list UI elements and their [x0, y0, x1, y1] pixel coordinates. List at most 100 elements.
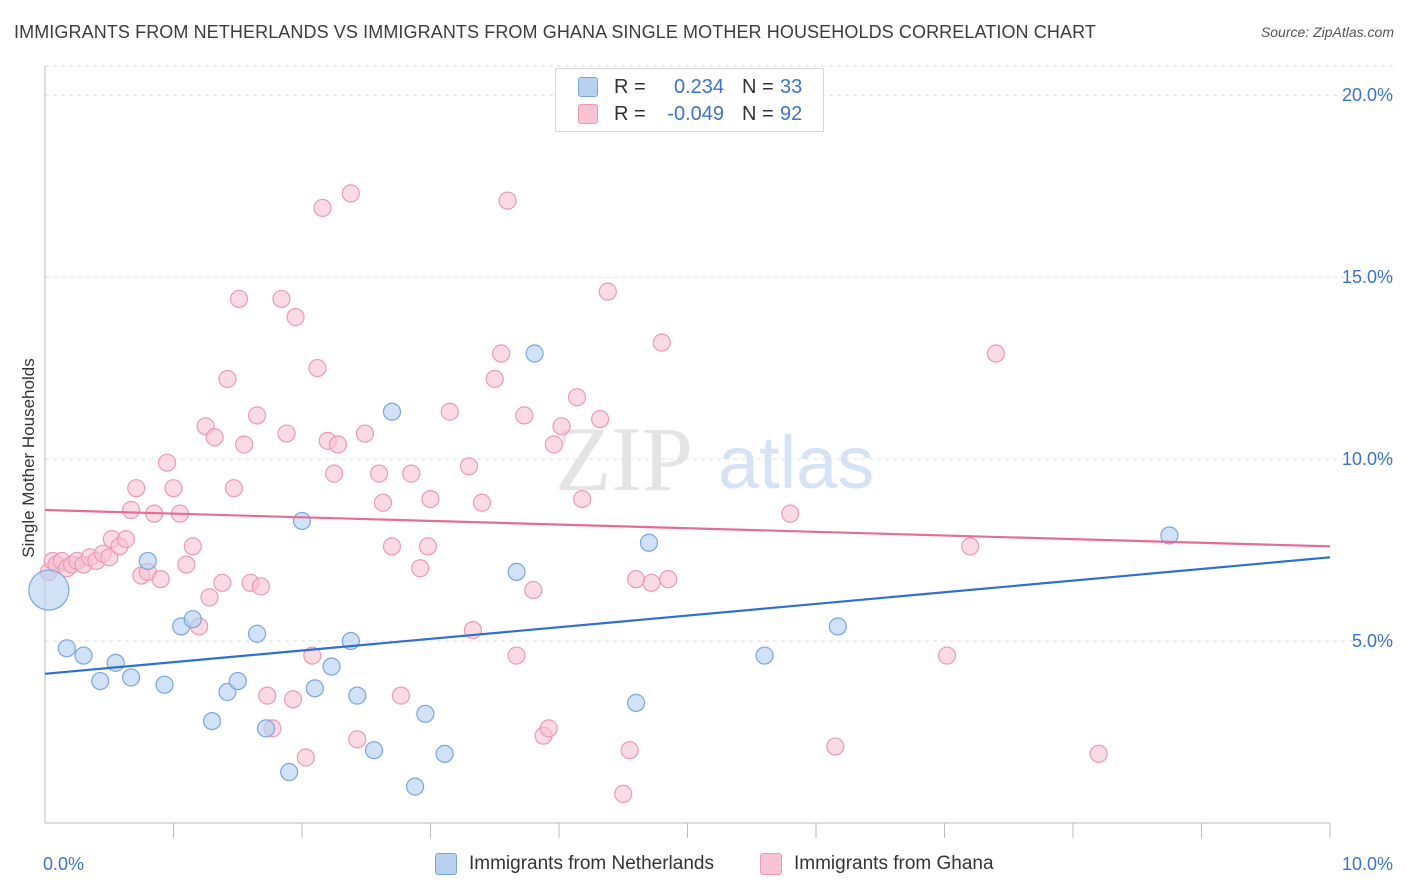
- ghana-point: [652, 333, 671, 352]
- ghana-point: [524, 580, 543, 600]
- netherlands-point: [507, 562, 526, 581]
- ghana-point: [224, 479, 243, 498]
- ghana-point: [567, 388, 587, 407]
- legend-swatch-netherlands: [578, 77, 598, 97]
- ghana-point: [258, 686, 277, 705]
- r-value-netherlands: 0.234: [673, 75, 724, 98]
- ghana-point: [591, 409, 610, 429]
- netherlands-point: [435, 744, 454, 763]
- watermark: ZIP atlas: [555, 408, 874, 510]
- bottom-swatch-ghana: [760, 853, 782, 875]
- netherlands-point: [1160, 526, 1179, 545]
- ghana-point: [544, 435, 563, 454]
- netherlands-point: [202, 711, 222, 731]
- netherlands-point: [91, 671, 110, 691]
- netherlands-point: [228, 671, 247, 691]
- source-credit: Source: ZipAtlas.com: [1260, 24, 1394, 40]
- y-tick-label: 20.0%: [1342, 85, 1393, 105]
- n-label: N =: [742, 75, 774, 98]
- ghana-point: [826, 737, 845, 756]
- ghana-point: [341, 184, 360, 203]
- ghana-point: [127, 479, 146, 498]
- ghana-point: [498, 191, 517, 210]
- ghana-point: [598, 282, 617, 301]
- ghana-point: [373, 493, 393, 512]
- ghana-point: [296, 748, 315, 767]
- axes: [44, 66, 1331, 838]
- netherlands-point: [405, 777, 425, 796]
- ghana-point: [781, 504, 800, 523]
- ghana-point: [200, 588, 219, 607]
- ghana-point: [472, 493, 491, 512]
- netherlands-point: [74, 646, 93, 665]
- bottom-legend-label-netherlands: Immigrants from Netherlands: [469, 853, 714, 874]
- ghana-point: [308, 358, 327, 378]
- legend-row-netherlands: R = 0.234 N = 33: [578, 75, 802, 99]
- ghana-point: [355, 424, 375, 443]
- y-tick-label: 10.0%: [1342, 449, 1393, 469]
- ghana-point: [313, 198, 332, 218]
- ghana-point: [614, 784, 633, 803]
- ghana-point: [325, 464, 344, 483]
- netherlands-point: [57, 639, 76, 658]
- y-tick-label: 5.0%: [1352, 631, 1393, 651]
- ghana-point: [213, 573, 232, 592]
- ghana-point: [229, 289, 249, 309]
- chart-title: IMMIGRANTS FROM NETHERLANDS VS IMMIGRANT…: [14, 22, 1096, 42]
- ghana-point: [440, 402, 459, 421]
- netherlands-trend-line: [44, 556, 1331, 675]
- ghana-point: [539, 719, 558, 738]
- ghana-point: [177, 555, 196, 574]
- ghana-point: [348, 730, 367, 749]
- ghana-point: [391, 686, 411, 705]
- netherlands-point: [348, 686, 367, 705]
- ghana-trend-line: [44, 508, 1331, 548]
- ghana-point: [1089, 744, 1108, 763]
- ghana-point: [421, 489, 440, 509]
- netherlands-point: [626, 693, 646, 712]
- ghana-point: [303, 646, 322, 665]
- legend-swatch-ghana: [578, 104, 598, 124]
- ghana-point: [642, 573, 661, 592]
- trend-lines: [44, 508, 1331, 675]
- ghana-point: [286, 308, 305, 327]
- netherlands-point: [525, 344, 544, 363]
- ghana-point: [986, 344, 1006, 363]
- y-tick-label: 15.0%: [1342, 267, 1393, 287]
- ghana-point: [418, 537, 438, 556]
- ghana-point: [121, 500, 141, 520]
- netherlands-point: [305, 679, 324, 698]
- x-tick-label-max: 10.0%: [1342, 854, 1393, 874]
- bottom-swatch-netherlands: [435, 853, 457, 875]
- netherlands-points: [28, 344, 1179, 796]
- ghana-point: [205, 428, 224, 447]
- r-label: R =: [614, 102, 646, 125]
- netherlands-point: [639, 533, 659, 552]
- netherlands-point: [828, 617, 847, 636]
- bottom-legend-label-ghana: Immigrants from Ghana: [794, 853, 994, 874]
- n-value-ghana: 92: [780, 102, 803, 125]
- ghana-point: [411, 559, 430, 578]
- r-value-ghana: -0.049: [667, 102, 724, 125]
- ghana-point: [626, 570, 646, 589]
- bottom-legend-netherlands: Immigrants from Netherlands: [435, 852, 714, 876]
- netherlands-point: [28, 569, 70, 611]
- netherlands-point: [322, 657, 341, 676]
- ghana-point: [485, 369, 504, 389]
- gridlines: [45, 65, 1395, 642]
- bottom-legend-ghana: Immigrants from Ghana: [760, 852, 994, 876]
- ghana-point: [573, 489, 592, 509]
- ghana-point: [552, 417, 571, 436]
- netherlands-point: [183, 610, 202, 629]
- legend-row-ghana: R = -0.049 N = 92: [578, 102, 802, 126]
- ghana-point: [272, 289, 291, 309]
- y-axis-label: Single Mother Households: [19, 358, 38, 557]
- netherlands-point: [755, 646, 774, 665]
- ghana-point: [151, 570, 170, 589]
- netherlands-point: [364, 741, 384, 760]
- ghana-point: [459, 457, 479, 476]
- netherlands-point: [280, 762, 299, 782]
- ghana-point: [515, 406, 534, 425]
- ghana-point: [659, 570, 678, 589]
